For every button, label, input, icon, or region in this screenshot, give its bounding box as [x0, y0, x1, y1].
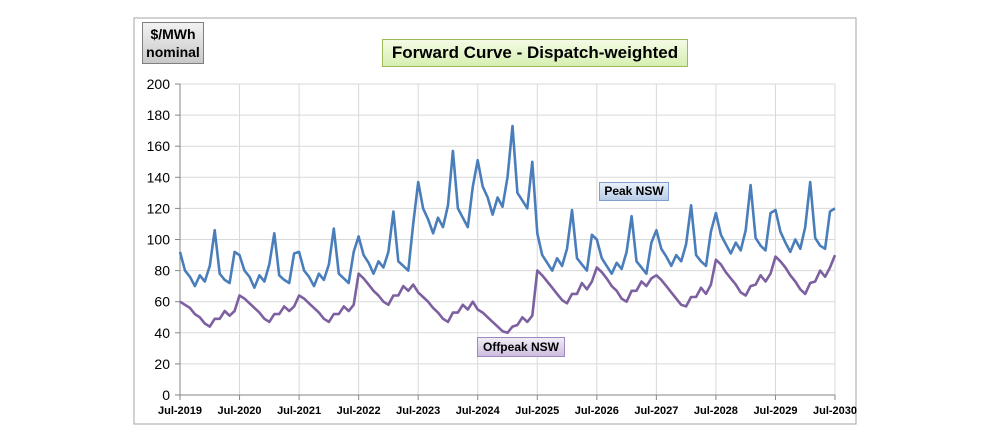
y-tick-label: 140 — [147, 169, 171, 185]
x-tick-label: Jul-2028 — [694, 405, 738, 417]
x-tick-label: Jul-2023 — [396, 405, 440, 417]
y-tick-label: 200 — [147, 76, 171, 92]
x-tick-label: Jul-2020 — [218, 405, 262, 417]
series-label-peak: Peak NSW — [599, 182, 669, 201]
x-tick-label: Jul-2019 — [158, 405, 202, 417]
series-line-peak-nsw — [178, 124, 836, 290]
y-tick-label: 60 — [154, 294, 170, 310]
x-tick-label: Jul-2025 — [515, 405, 559, 417]
series-lines — [178, 124, 837, 335]
y-tick-label: 80 — [154, 263, 170, 279]
x-tick-label: Jul-2027 — [634, 405, 678, 417]
x-tick-label: Jul-2022 — [337, 405, 381, 417]
x-tick-label: Jul-2030 — [813, 405, 857, 417]
y-tick-label: 100 — [147, 232, 171, 248]
x-tick-label: Jul-2024 — [456, 405, 501, 417]
y-tick-label: 120 — [147, 200, 171, 216]
x-tick-labels: Jul-2019 Jul-2020 Jul-2021 Jul-2022 Jul-2023… — [158, 405, 857, 417]
y-axis-unit-line1: $/MWh — [150, 26, 196, 42]
series-label-offpeak: Offpeak NSW — [477, 337, 565, 357]
axes — [175, 83, 836, 400]
y-axis-unit-label: $/MWh nominal — [142, 22, 204, 64]
gridlines — [180, 83, 836, 395]
x-tick-label: Jul-2029 — [753, 405, 797, 417]
y-tick-label: 0 — [162, 387, 170, 403]
y-tick-label: 180 — [147, 107, 171, 123]
series-line-offpeak-nsw — [179, 254, 837, 335]
x-tick-label: Jul-2026 — [575, 405, 619, 417]
y-tick-label: 160 — [147, 138, 171, 154]
y-tick-label: 40 — [154, 325, 170, 341]
x-tick-label: Jul-2021 — [277, 405, 321, 417]
chart-title: Forward Curve - Dispatch-weighted — [382, 39, 688, 67]
y-tick-label: 20 — [154, 356, 170, 372]
y-axis-unit-line2: nominal — [146, 44, 200, 60]
y-tick-labels: 0 20 40 60 80 100 120 140 160 180 200 — [147, 76, 171, 403]
